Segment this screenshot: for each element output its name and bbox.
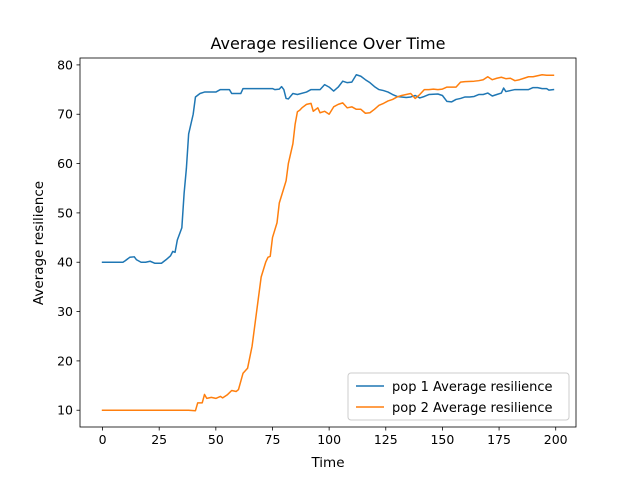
x-tick-label: 50 [208, 432, 224, 447]
x-tick-label: 75 [265, 432, 281, 447]
x-axis-ticks: 0 25 50 75 100 125 150 175 200 [99, 427, 568, 447]
y-tick-label: 20 [57, 353, 73, 368]
y-tick-label: 80 [57, 57, 73, 72]
series-line-1 [101, 74, 555, 264]
y-tick-label: 40 [57, 255, 73, 270]
x-tick-label: 100 [317, 432, 341, 447]
y-tick-label: 30 [57, 304, 73, 319]
x-tick-label: 0 [99, 432, 107, 447]
y-axis-label: Average resilience [31, 181, 47, 305]
x-tick-label: 200 [544, 432, 568, 447]
x-tick-label: 125 [374, 432, 398, 447]
plot-area [79, 57, 577, 428]
y-tick-label: 60 [57, 156, 73, 171]
legend: pop 1 Average resilience pop 2 Average re… [347, 372, 570, 421]
y-tick-label: 10 [57, 403, 73, 418]
legend-label-2: pop 2 Average resilience [392, 401, 553, 416]
y-tick-label: 50 [57, 205, 73, 220]
chart-title: Average resilience Over Time [211, 34, 446, 53]
y-axis-ticks: 10 20 30 40 50 60 70 80 [57, 57, 80, 418]
legend-label-1: pop 1 Average resilience [392, 380, 553, 395]
x-tick-label: 150 [430, 432, 454, 447]
axes-frame [79, 57, 577, 428]
series-line-2 [101, 74, 555, 412]
y-tick-label: 70 [57, 107, 73, 122]
x-axis-label: Time [310, 455, 344, 471]
x-tick-label: 25 [151, 432, 167, 447]
x-tick-label: 175 [487, 432, 511, 447]
legend-box [347, 372, 570, 421]
